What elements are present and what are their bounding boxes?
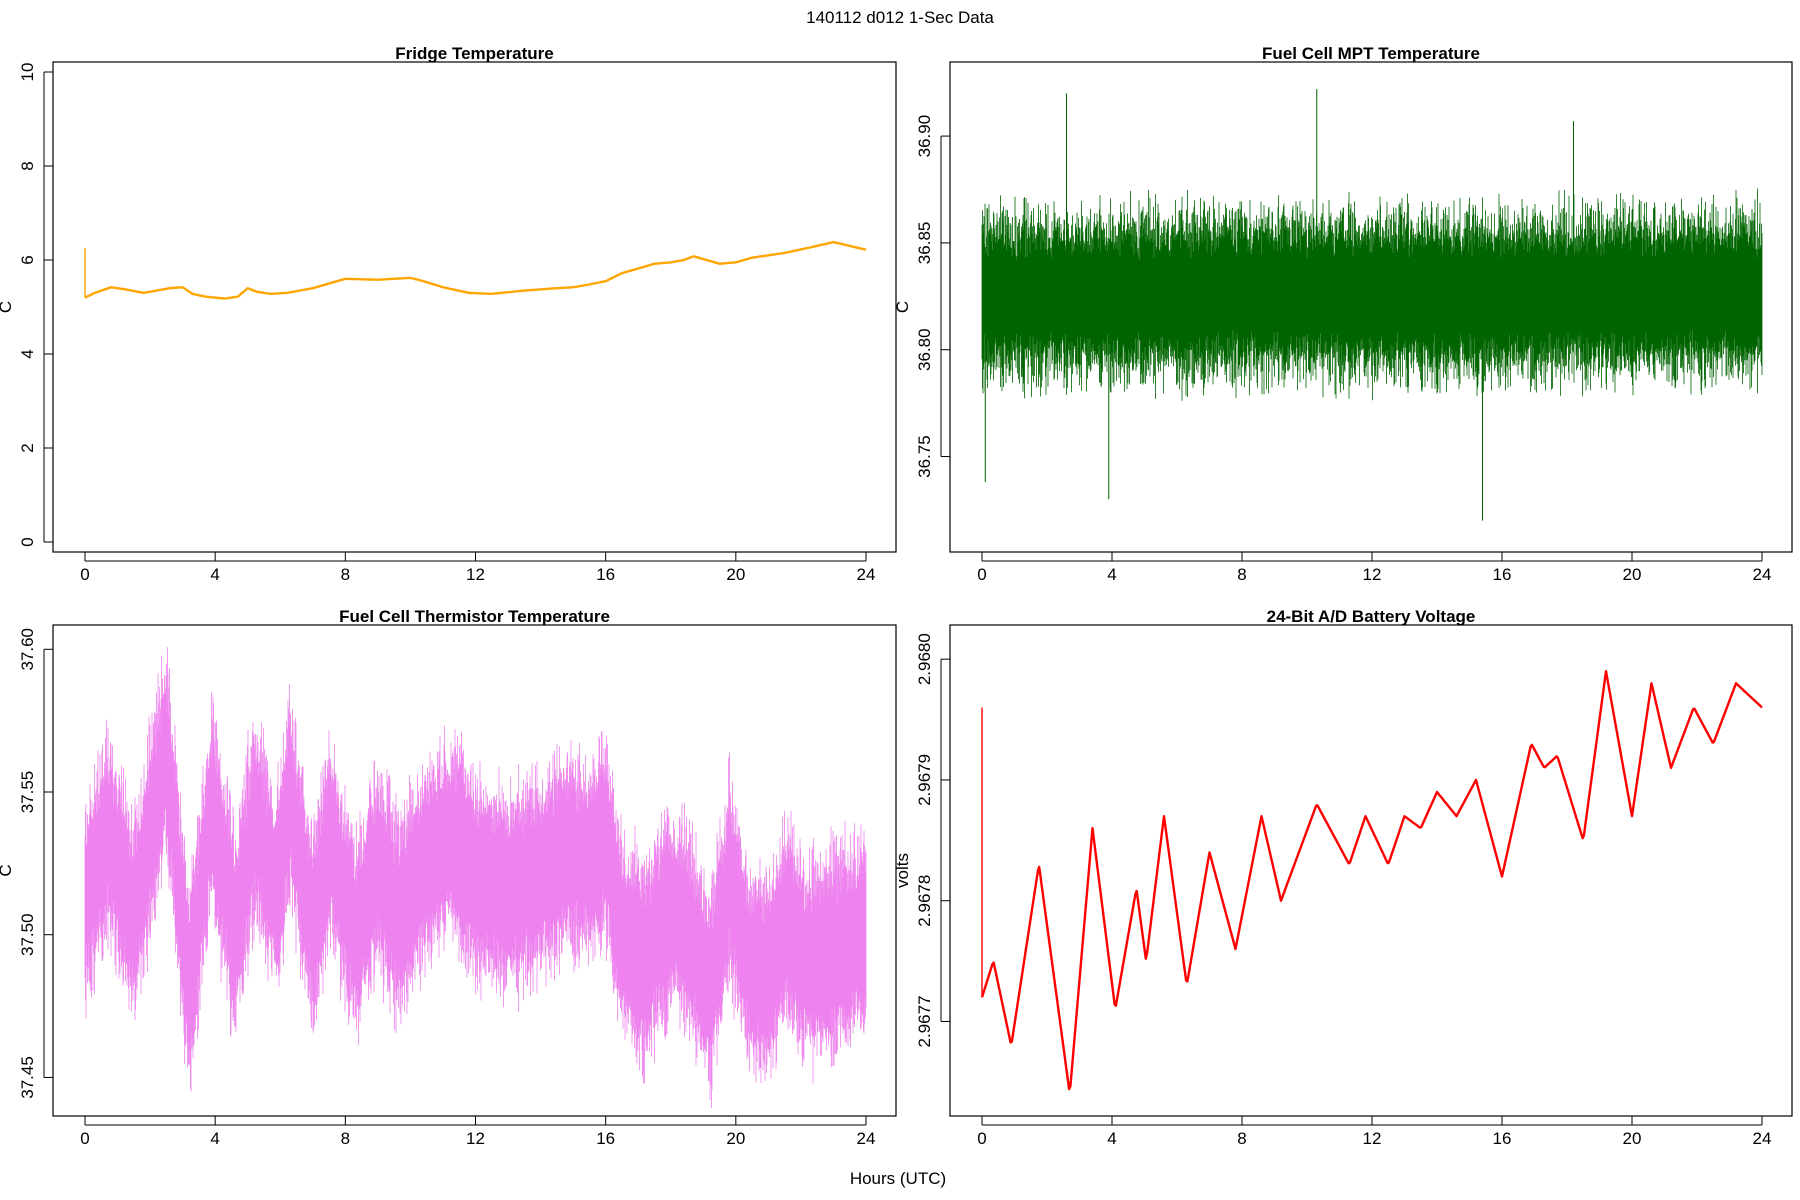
panel-title: Fridge Temperature bbox=[395, 44, 553, 63]
plot-frame bbox=[949, 61, 1793, 553]
y-tick-label: 6 bbox=[18, 255, 37, 264]
x-tick-label: 20 bbox=[726, 1129, 745, 1148]
x-tick-label: 16 bbox=[596, 565, 615, 584]
panel-fuel-cell-thermistor-temperature: Fuel Cell Thermistor Temperature C 0 4 8 12 16… bbox=[0, 607, 897, 1148]
series-line bbox=[980, 670, 1763, 1091]
y-tick-label: 36.90 bbox=[915, 115, 934, 158]
panel-title: Fuel Cell MPT Temperature bbox=[1262, 44, 1480, 63]
x-tick-label: 24 bbox=[857, 1129, 876, 1148]
x-tick-label: 8 bbox=[341, 565, 350, 584]
y-tick-label: 2.9680 bbox=[915, 633, 934, 685]
y-tick-label: 2.9677 bbox=[915, 995, 934, 1047]
y-tick-label: 4 bbox=[18, 349, 37, 358]
x-tick-label: 8 bbox=[341, 1129, 350, 1148]
y-axis-label: C bbox=[0, 301, 15, 313]
x-tick-label: 4 bbox=[1107, 1129, 1116, 1148]
x-tick-label: 16 bbox=[1493, 1129, 1512, 1148]
y-tick-label: 2.9679 bbox=[915, 754, 934, 806]
y-tick-label: 2 bbox=[18, 443, 37, 452]
panel-fridge-temperature: Fridge TemperatureC048121620240246810 bbox=[0, 44, 897, 584]
x-tick-label: 20 bbox=[1623, 1129, 1642, 1148]
x-tick-label: 0 bbox=[80, 565, 89, 584]
x-tick-label: 16 bbox=[596, 1129, 615, 1148]
y-tick-label: 0 bbox=[18, 537, 37, 546]
x-tick-label: 0 bbox=[977, 1129, 986, 1148]
y-tick-label: 2.9678 bbox=[915, 875, 934, 927]
y-tick-label: 36.85 bbox=[915, 222, 934, 265]
x-tick-label: 12 bbox=[1363, 1129, 1382, 1148]
y-tick-label: 37.45 bbox=[18, 1056, 37, 1099]
figure-supertitle: 140112 d012 1-Sec Data bbox=[806, 8, 994, 27]
plot-frame bbox=[949, 624, 1793, 1117]
y-tick-label: 10 bbox=[18, 63, 37, 82]
plot-frame bbox=[52, 61, 897, 553]
x-tick-label: 12 bbox=[466, 565, 485, 584]
series-line bbox=[84, 240, 867, 300]
series-band bbox=[84, 647, 867, 1108]
y-tick-label: 36.75 bbox=[915, 435, 934, 478]
x-tick-label: 12 bbox=[1363, 565, 1382, 584]
x-tick-label: 24 bbox=[857, 565, 876, 584]
x-tick-label: 8 bbox=[1237, 1129, 1246, 1148]
y-tick-label: 8 bbox=[18, 161, 37, 170]
x-tick-label: 4 bbox=[210, 1129, 219, 1148]
x-tick-label: 12 bbox=[466, 1129, 485, 1148]
series-band bbox=[981, 188, 1763, 401]
y-tick-label: 36.80 bbox=[915, 328, 934, 371]
x-tick-label: 24 bbox=[1753, 1129, 1772, 1148]
panel-title: 24-Bit A/D Battery Voltage bbox=[1267, 607, 1476, 626]
y-axis-label: C bbox=[0, 864, 15, 876]
y-axis-label: C bbox=[893, 301, 912, 313]
y-tick-label: 37.60 bbox=[18, 628, 37, 671]
x-tick-label: 24 bbox=[1753, 565, 1772, 584]
x-tick-label: 4 bbox=[1107, 565, 1116, 584]
x-tick-label: 20 bbox=[726, 565, 745, 584]
plot-frame bbox=[52, 624, 897, 1117]
x-tick-label: 16 bbox=[1493, 565, 1512, 584]
panel-title: Fuel Cell Thermistor Temperature bbox=[339, 607, 610, 626]
x-tick-label: 0 bbox=[80, 1129, 89, 1148]
x-tick-label: 20 bbox=[1623, 565, 1642, 584]
x-tick-label: 4 bbox=[210, 565, 219, 584]
y-axis-label: volts bbox=[893, 853, 912, 888]
x-tick-label: 0 bbox=[977, 565, 986, 584]
y-tick-label: 37.55 bbox=[18, 771, 37, 814]
y-tick-label: 37.50 bbox=[18, 913, 37, 956]
x-tick-label: 8 bbox=[1237, 565, 1246, 584]
figure-xlabel: Hours (UTC) bbox=[850, 1169, 946, 1188]
panel-fuel-cell-mpt-temperature: Fuel Cell MPT Temperature C 0 4 8 12 16 20 24 36.… bbox=[893, 44, 1793, 584]
panel-battery-voltage: 24-Bit A/D Battery Voltage volts 0 4 8 12 16 20… bbox=[893, 607, 1793, 1148]
